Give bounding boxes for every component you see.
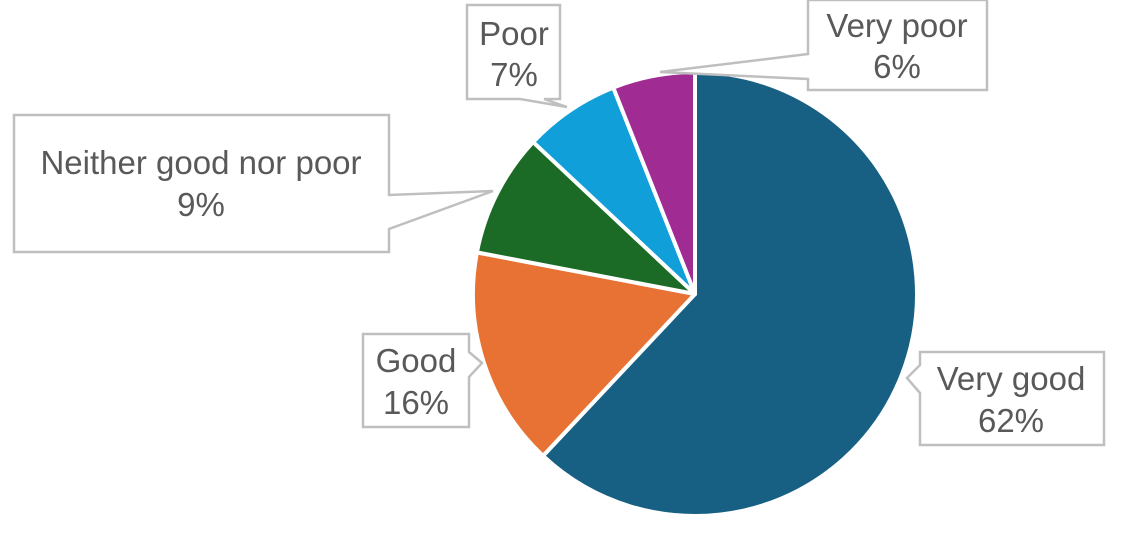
label-good-name: Good xyxy=(376,342,457,379)
label-poor-value: 7% xyxy=(490,56,538,93)
callout-very-poor: Very poor 6% xyxy=(659,0,989,92)
label-very-good-value: 62% xyxy=(978,402,1044,439)
label-very-poor-value: 6% xyxy=(873,48,921,85)
label-poor-name: Poor xyxy=(479,15,549,52)
callout-very-good: Very good 62% xyxy=(905,350,1106,447)
label-neither-value: 9% xyxy=(177,186,225,223)
label-neither-name: Neither good nor poor xyxy=(40,144,361,181)
callout-poor: Poor 7% xyxy=(465,3,568,109)
pie-slices xyxy=(471,70,919,518)
slice-good xyxy=(471,250,697,458)
label-very-poor-name: Very poor xyxy=(826,7,967,44)
callout-good: Good 16% xyxy=(361,332,484,429)
label-good-value: 16% xyxy=(383,384,449,421)
slice-very-good xyxy=(541,70,919,518)
slice-neither-good-nor-poor xyxy=(474,140,697,296)
label-very-good-name: Very good xyxy=(937,360,1086,397)
callout-neither: Neither good nor poor 9% xyxy=(12,113,494,254)
